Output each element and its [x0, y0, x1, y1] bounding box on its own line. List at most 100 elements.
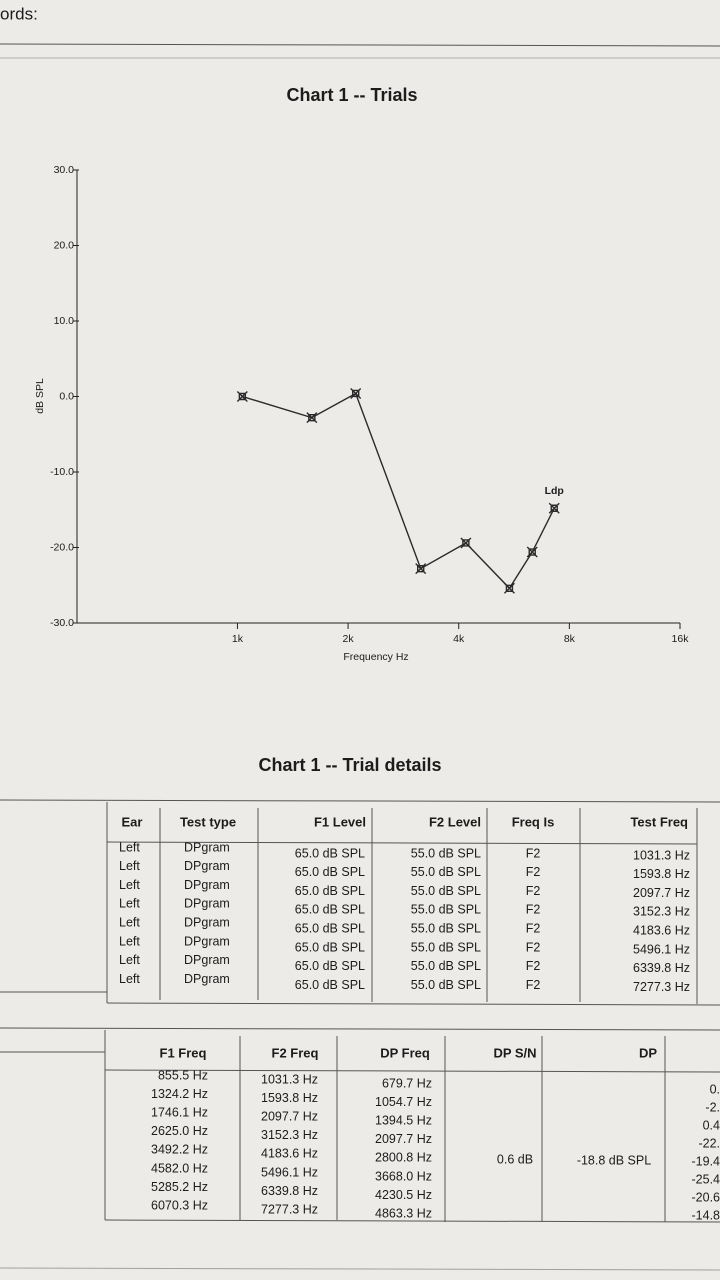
point-marker	[548, 502, 560, 514]
table-cell: 55.0 dB SPL	[411, 903, 481, 917]
table-cell: 5285.2 Hz	[151, 1180, 208, 1194]
table-cell: F2	[526, 903, 541, 917]
table-cell: 0.	[710, 1082, 720, 1096]
table-header: Ear	[122, 814, 143, 829]
table-cell: Left	[119, 915, 140, 929]
table-cell: F2	[526, 865, 541, 879]
table-cell: 5496.1 Hz	[261, 1165, 318, 1179]
point-marker	[236, 391, 248, 402]
x-axis-label: Frequency Hz	[343, 651, 408, 663]
table-cell: -22.	[698, 1136, 720, 1150]
table-cell: 65.0 dB SPL	[295, 865, 365, 879]
table-cell: -2.	[705, 1100, 720, 1114]
x-tick-label: 1k	[232, 633, 244, 645]
table-cell: DPgram	[184, 897, 230, 911]
table-cell: 55.0 dB SPL	[411, 940, 481, 954]
table-cell: -25.4	[692, 1172, 720, 1186]
table-header: DP	[639, 1045, 657, 1060]
table-cell: 65.0 dB SPL	[295, 940, 365, 954]
table-cell: 1324.2 Hz	[151, 1087, 208, 1101]
table-cell: 1031.3 Hz	[261, 1072, 318, 1086]
point-marker	[415, 563, 427, 575]
table-cell: Left	[119, 972, 140, 986]
table-cell: 4183.6 Hz	[261, 1147, 318, 1161]
table-cell: DPgram	[184, 840, 230, 854]
table-header: DP Freq	[380, 1045, 430, 1060]
table-cell: 3152.3 Hz	[633, 905, 690, 919]
y-tick-label: -10.0	[50, 466, 74, 478]
table-cell: F2	[526, 846, 541, 860]
table-cell: 3668.0 Hz	[375, 1169, 432, 1183]
table-cell: 2097.7 Hz	[261, 1109, 318, 1123]
table-cell: 2625.0 Hz	[151, 1124, 208, 1138]
table-cell: 7277.3 Hz	[633, 980, 690, 994]
table-cell: 1031.3 Hz	[633, 848, 690, 862]
table-cell: Left	[119, 897, 140, 911]
y-tick-label: -30.0	[50, 617, 74, 629]
point-marker	[526, 546, 538, 558]
y-tick-label: 10.0	[54, 315, 75, 327]
table-header: Freq Is	[512, 814, 555, 829]
table-header: Test Freq	[630, 814, 688, 829]
table-cell: -18.8 dB SPL	[577, 1153, 651, 1167]
x-tick-label: 4k	[453, 633, 465, 645]
point-marker	[350, 387, 362, 399]
table-cell: 55.0 dB SPL	[411, 865, 481, 879]
table-cell: DPgram	[184, 878, 230, 892]
table-cell: Left	[119, 953, 140, 967]
table-cell: 0.4	[703, 1118, 720, 1132]
table-cell: F2	[526, 940, 541, 954]
table-cell: 55.0 dB SPL	[411, 921, 481, 935]
table-cell: 55.0 dB SPL	[411, 959, 481, 973]
table-header: F2 Freq	[272, 1045, 319, 1060]
table-cell: 2097.7 Hz	[375, 1132, 432, 1146]
x-tick-label: 16k	[672, 633, 690, 645]
table-cell: Left	[119, 878, 140, 892]
table-cell: F2	[526, 978, 541, 992]
table-cell: 65.0 dB SPL	[295, 846, 365, 860]
table-cell: 4183.6 Hz	[633, 923, 690, 937]
point-marker	[306, 412, 318, 424]
table-cell: 65.0 dB SPL	[295, 884, 365, 898]
chart-title: Chart 1 -- Trials	[286, 85, 417, 105]
table-cell: 1746.1 Hz	[151, 1105, 208, 1119]
table-cell: 65.0 dB SPL	[295, 903, 365, 917]
series-line	[242, 392, 555, 590]
table-cell: 65.0 dB SPL	[295, 959, 365, 973]
table-cell: 3152.3 Hz	[261, 1128, 318, 1142]
y-tick-label: 20.0	[54, 239, 75, 251]
series-label: Ldp	[545, 485, 564, 497]
table-cell: F2	[526, 884, 541, 898]
table-cell: 5496.1 Hz	[633, 942, 690, 956]
table-cell: -20.6	[692, 1190, 720, 1204]
y-tick-label: -20.0	[50, 541, 74, 553]
table-header: F1 Freq	[160, 1045, 207, 1060]
table-cell: 55.0 dB SPL	[411, 884, 481, 898]
table-cell: 0.6 dB	[497, 1152, 533, 1166]
table-cell: 679.7 Hz	[382, 1076, 432, 1090]
details-title: Chart 1 -- Trial details	[258, 755, 441, 775]
table-header: Test type	[180, 814, 236, 829]
table-cell: 65.0 dB SPL	[295, 978, 365, 992]
table-cell: DPgram	[184, 915, 230, 929]
table-cell: 4863.3 Hz	[375, 1206, 432, 1220]
table-cell: 855.5 Hz	[158, 1068, 208, 1082]
table-cell: DPgram	[184, 859, 230, 873]
table-cell: 4582.0 Hz	[151, 1161, 208, 1175]
table-cell: 2097.7 Hz	[633, 886, 690, 900]
table-cell: DPgram	[184, 972, 230, 986]
table-cell: 1054.7 Hz	[375, 1095, 432, 1109]
x-tick-label: 2k	[343, 633, 355, 645]
page-rule	[0, 43, 720, 47]
table-cell: Left	[119, 859, 140, 873]
table-cell: 6339.8 Hz	[261, 1184, 318, 1198]
table-cell: 3492.2 Hz	[151, 1143, 208, 1157]
table-cell: 1394.5 Hz	[375, 1113, 432, 1127]
table-cell: 1593.8 Hz	[633, 867, 690, 881]
table-cell: DPgram	[184, 934, 230, 948]
table-cell: DPgram	[184, 953, 230, 967]
table-cell: 6339.8 Hz	[633, 961, 690, 975]
y-tick-label: 30.0	[54, 164, 75, 176]
point-marker	[503, 582, 515, 594]
